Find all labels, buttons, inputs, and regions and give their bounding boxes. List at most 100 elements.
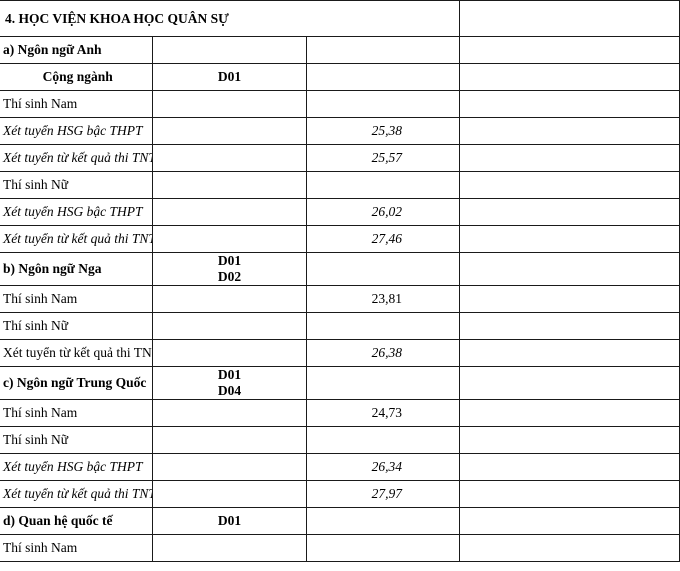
table-row: Thí sinh Nam (0, 534, 680, 562)
subject-code-cell: D01 (152, 63, 307, 91)
table-row: Xét tuyển từ kết quả thi TNTHPT 25,57 (0, 144, 680, 172)
table-row: Xét tuyển HSG bậc THPT 26,02 (0, 198, 680, 226)
subject-code-cell (152, 225, 307, 253)
subject-code-cell (152, 90, 307, 118)
row-label: Thí sinh Nam (0, 399, 154, 427)
table-row: Xét tuyển HSG bậc THPT 26,34 (0, 453, 680, 481)
empty-cell (459, 507, 680, 535)
subject-code-cell (152, 480, 307, 508)
table-row: Thí sinh Nam 23,81 (0, 285, 680, 313)
score-cell: 25,38 (305, 117, 461, 145)
empty-cell (459, 399, 680, 427)
row-label: Xét tuyển từ kết quả thi TNTHPT (0, 339, 154, 367)
empty-cell (459, 171, 680, 199)
table-row: Thí sinh Nam 24,73 (0, 399, 680, 427)
row-label: d) Quan hệ quốc tế (0, 507, 154, 535)
table-row: Xét tuyển HSG bậc THPT 25,38 (0, 117, 680, 145)
empty-cell (459, 90, 680, 118)
subject-code-cell (152, 285, 307, 313)
subject-code-cell (152, 198, 307, 226)
score-cell (305, 507, 461, 535)
empty-cell (459, 339, 680, 367)
row-label: b) Ngôn ngữ Nga (0, 252, 154, 286)
row-label: Xét tuyển HSG bậc THPT (0, 117, 154, 145)
table-row: Thí sinh Nữ (0, 171, 680, 199)
section-title-row: 4. HỌC VIỆN KHOA HỌC QUÂN SỰ (0, 0, 680, 37)
row-label: Thí sinh Nữ (0, 426, 154, 454)
subject-code-cell (152, 36, 307, 64)
empty-cell (459, 144, 680, 172)
empty-cell (459, 63, 680, 91)
row-label: Thí sinh Nam (0, 90, 154, 118)
subject-code-cell: D01 (152, 507, 307, 535)
table-row: Xét tuyển từ kết quả thi TNTHPT 27,97 (0, 480, 680, 508)
table-row: Cộng ngành D01 (0, 63, 680, 91)
table-row: b) Ngôn ngữ Nga D01 D02 (0, 252, 680, 286)
subject-code-cell (152, 453, 307, 481)
table-row: Thí sinh Nam (0, 90, 680, 118)
subject-code-cell (152, 426, 307, 454)
empty-cell (459, 453, 680, 481)
score-cell (305, 366, 461, 400)
subject-code: D01 (217, 69, 242, 84)
table-row: Thí sinh Nữ (0, 426, 680, 454)
subject-code: D01 (217, 253, 242, 269)
table-row: Xét tuyển từ kết quả thi TNTHPT 26,38 (0, 339, 680, 367)
score-cell: 23,81 (305, 285, 461, 313)
table-row: c) Ngôn ngữ Trung Quốc D01 D04 (0, 366, 680, 400)
score-cell: 24,73 (305, 399, 461, 427)
score-cell (305, 312, 461, 340)
empty-cell (459, 225, 680, 253)
row-label: Cộng ngành (0, 63, 154, 91)
row-label: c) Ngôn ngữ Trung Quốc (0, 366, 154, 400)
table-row: Xét tuyển từ kết quả thi TNTHPT 27,46 (0, 225, 680, 253)
subject-code-cell (152, 339, 307, 367)
table-row: Thí sinh Nữ (0, 312, 680, 340)
score-cell: 26,34 (305, 453, 461, 481)
row-label: Xét tuyển từ kết quả thi TNTHPT (0, 144, 154, 172)
empty-cell (459, 312, 680, 340)
subject-code-cell: D01 D02 (152, 252, 307, 286)
subject-code: D04 (217, 383, 242, 398)
score-cell (305, 252, 461, 286)
subject-code-cell (152, 312, 307, 340)
score-cell (305, 171, 461, 199)
row-label: Xét tuyển HSG bậc THPT (0, 198, 154, 226)
subject-code-cell: D01 D04 (152, 366, 307, 400)
empty-cell (459, 366, 680, 400)
score-cell (305, 426, 461, 454)
row-label: Thí sinh Nữ (0, 312, 154, 340)
score-cell (305, 534, 461, 562)
score-cell (305, 90, 461, 118)
subject-code-cell (152, 399, 307, 427)
subject-code-cell (152, 171, 307, 199)
score-cell: 27,97 (305, 480, 461, 508)
table-row: a) Ngôn ngữ Anh (0, 36, 680, 64)
score-cell (305, 36, 461, 64)
subject-code: D01 (217, 513, 242, 528)
empty-cell (459, 252, 680, 286)
subject-code: D02 (217, 269, 242, 284)
row-label: Thí sinh Nam (0, 285, 154, 313)
row-label: Xét tuyển từ kết quả thi TNTHPT (0, 480, 154, 508)
empty-cell (459, 0, 680, 37)
empty-cell (459, 36, 680, 64)
score-cell: 27,46 (305, 225, 461, 253)
empty-cell (459, 534, 680, 562)
empty-cell (459, 285, 680, 313)
subject-code: D01 (217, 367, 242, 383)
score-cell: 25,57 (305, 144, 461, 172)
score-cell (305, 63, 461, 91)
subject-code-cell (152, 117, 307, 145)
row-label: Xét tuyển HSG bậc THPT (0, 453, 154, 481)
subject-code-cell (152, 144, 307, 172)
row-label: Thí sinh Nam (0, 534, 154, 562)
empty-cell (459, 117, 680, 145)
empty-cell (459, 426, 680, 454)
subject-code-cell (152, 534, 307, 562)
table-row: d) Quan hệ quốc tế D01 (0, 507, 680, 535)
row-label: Thí sinh Nữ (0, 171, 154, 199)
score-cell: 26,38 (305, 339, 461, 367)
row-label: a) Ngôn ngữ Anh (0, 36, 154, 64)
